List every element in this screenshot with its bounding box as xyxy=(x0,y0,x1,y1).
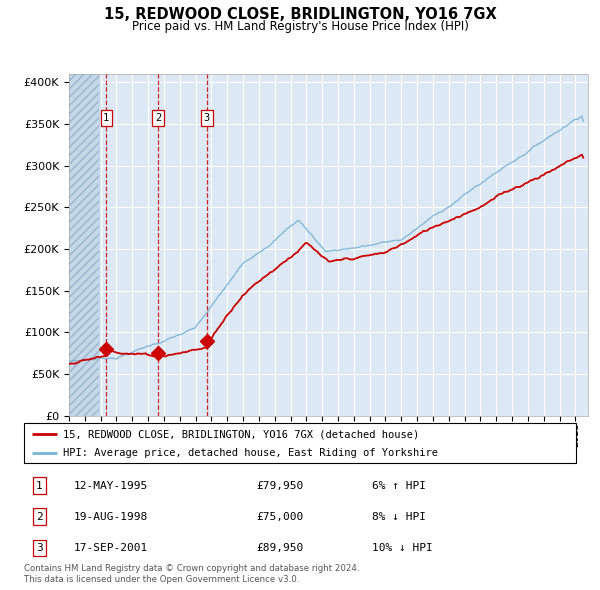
Text: 6% ↑ HPI: 6% ↑ HPI xyxy=(372,481,426,490)
Text: This data is licensed under the Open Government Licence v3.0.: This data is licensed under the Open Gov… xyxy=(24,575,299,584)
Text: 3: 3 xyxy=(36,543,43,553)
Text: 2: 2 xyxy=(155,113,161,123)
Text: £89,950: £89,950 xyxy=(256,543,303,553)
Text: £75,000: £75,000 xyxy=(256,512,303,522)
Text: 2: 2 xyxy=(36,512,43,522)
Text: Price paid vs. HM Land Registry's House Price Index (HPI): Price paid vs. HM Land Registry's House … xyxy=(131,20,469,33)
Text: 1: 1 xyxy=(36,481,43,490)
Text: 17-SEP-2001: 17-SEP-2001 xyxy=(74,543,148,553)
Text: 12-MAY-1995: 12-MAY-1995 xyxy=(74,481,148,490)
Text: 15, REDWOOD CLOSE, BRIDLINGTON, YO16 7GX: 15, REDWOOD CLOSE, BRIDLINGTON, YO16 7GX xyxy=(104,7,496,22)
Text: 8% ↓ HPI: 8% ↓ HPI xyxy=(372,512,426,522)
Text: 1: 1 xyxy=(103,113,109,123)
Text: 10% ↓ HPI: 10% ↓ HPI xyxy=(372,543,433,553)
Text: £79,950: £79,950 xyxy=(256,481,303,490)
Text: 15, REDWOOD CLOSE, BRIDLINGTON, YO16 7GX (detached house): 15, REDWOOD CLOSE, BRIDLINGTON, YO16 7GX… xyxy=(62,430,419,440)
FancyBboxPatch shape xyxy=(24,423,576,463)
Text: Contains HM Land Registry data © Crown copyright and database right 2024.: Contains HM Land Registry data © Crown c… xyxy=(24,565,359,573)
Bar xyxy=(69,74,99,416)
Bar xyxy=(69,74,99,416)
Text: 19-AUG-1998: 19-AUG-1998 xyxy=(74,512,148,522)
Text: HPI: Average price, detached house, East Riding of Yorkshire: HPI: Average price, detached house, East… xyxy=(62,448,437,458)
Text: 3: 3 xyxy=(203,113,210,123)
